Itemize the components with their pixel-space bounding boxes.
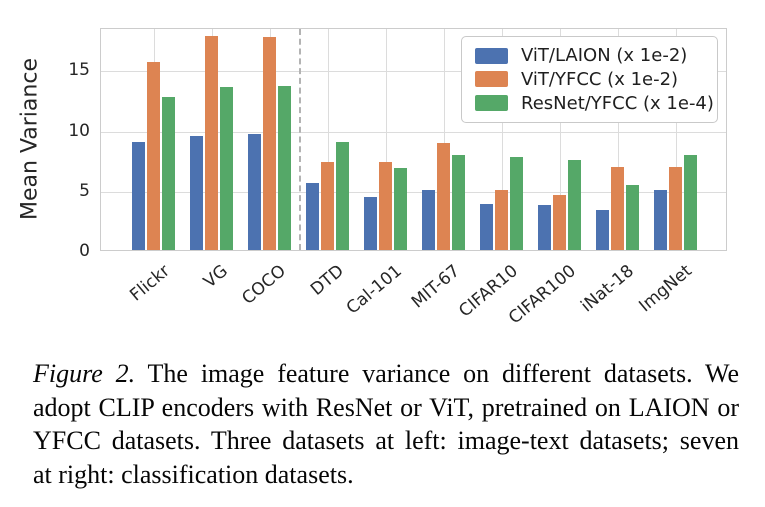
gridline-vertical	[443, 29, 445, 250]
bar-resnet-yfcc-inat-18	[625, 184, 640, 250]
bar-vit-laion-dtd	[305, 182, 320, 250]
bar-vit-laion-cifar10	[479, 204, 494, 250]
bar-resnet-yfcc-cifar10	[509, 157, 524, 250]
caption-line: Figure 2. The image feature variance on …	[33, 357, 739, 391]
bar-vit-yfcc-imgnet	[668, 166, 683, 250]
legend-swatch-icon	[475, 71, 508, 88]
caption-label: Figure 2.	[33, 359, 136, 388]
bar-resnet-yfcc-vg	[219, 87, 234, 250]
bar-vit-laion-cifar100	[537, 205, 552, 250]
bar-vit-yfcc-mit-67	[436, 142, 451, 250]
caption-line: at right: classification datasets.	[33, 459, 354, 489]
caption-line: YFCC datasets. Three datasets at left: i…	[33, 426, 739, 455]
legend-label: ViT/LAION (x 1e-2)	[521, 45, 688, 67]
bar-vit-yfcc-dtd	[320, 162, 335, 250]
bar-vit-yfcc-vg	[204, 35, 219, 250]
y-tick-label: 5	[79, 180, 90, 201]
y-tick-label: 15	[68, 60, 90, 81]
legend-row: ResNet/YFCC (x 1e-4)	[475, 93, 714, 114]
bar-vit-laion-flickr	[131, 141, 146, 250]
bar-vit-laion-cal-101	[363, 196, 378, 250]
gridline-vertical	[327, 29, 329, 250]
gridline-vertical	[385, 29, 387, 250]
bar-vit-yfcc-cifar100	[552, 194, 567, 250]
gridline-vertical	[501, 29, 503, 250]
caption-line: adopt CLIP encoders with ResNet or ViT, …	[33, 392, 739, 422]
legend-row: ViT/LAION (x 1e-2)	[475, 45, 707, 66]
gridline-horizontal	[101, 131, 726, 133]
separator-dashed-line	[298, 29, 301, 250]
bar-vit-laion-vg	[189, 135, 204, 250]
bar-resnet-yfcc-dtd	[335, 141, 350, 250]
legend-label: ResNet/YFCC (x 1e-4)	[521, 92, 714, 114]
legend: ViT/LAION (x 1e-2) ViT/YFCC (x 1e-2) ResNe…	[461, 36, 718, 123]
bar-resnet-yfcc-cifar100	[567, 159, 582, 250]
bar-vit-yfcc-flickr	[146, 62, 161, 250]
y-tick-label: 0	[79, 241, 90, 261]
bar-vit-yfcc-coco	[262, 36, 277, 250]
bar-resnet-yfcc-cal-101	[393, 168, 408, 250]
y-tick-label: 10	[68, 120, 90, 141]
bar-vit-yfcc-cal-101	[378, 162, 393, 250]
bar-vit-yfcc-inat-18	[610, 166, 625, 250]
gridline-horizontal	[101, 191, 726, 193]
bar-resnet-yfcc-coco	[277, 86, 292, 250]
bar-vit-laion-mit-67	[421, 189, 436, 250]
gridline-vertical	[675, 29, 677, 250]
figure-caption: Figure 2. The image feature variance on …	[33, 357, 739, 491]
bar-vit-laion-coco	[247, 134, 262, 250]
gridline-vertical	[617, 29, 619, 250]
gridline-horizontal	[101, 71, 726, 73]
bar-vit-laion-imgnet	[653, 189, 668, 250]
bar-resnet-yfcc-mit-67	[451, 154, 466, 250]
legend-label: ViT/YFCC (x 1e-2)	[521, 68, 679, 90]
legend-swatch-icon	[475, 47, 508, 64]
bar-vit-yfcc-cifar10	[494, 189, 509, 250]
legend-swatch-icon	[475, 95, 508, 112]
bar-resnet-yfcc-flickr	[161, 96, 176, 250]
bar-chart: Mean Variance 0 5 10 15 Flickr VG COCO DTD Cal-…	[18, 28, 727, 328]
gridline-vertical	[559, 29, 561, 250]
bar-vit-laion-inat-18	[595, 210, 610, 250]
caption-text: The image feature variance on different …	[147, 359, 740, 388]
legend-row: ViT/YFCC (x 1e-2)	[475, 69, 707, 90]
bar-resnet-yfcc-imgnet	[683, 154, 698, 250]
